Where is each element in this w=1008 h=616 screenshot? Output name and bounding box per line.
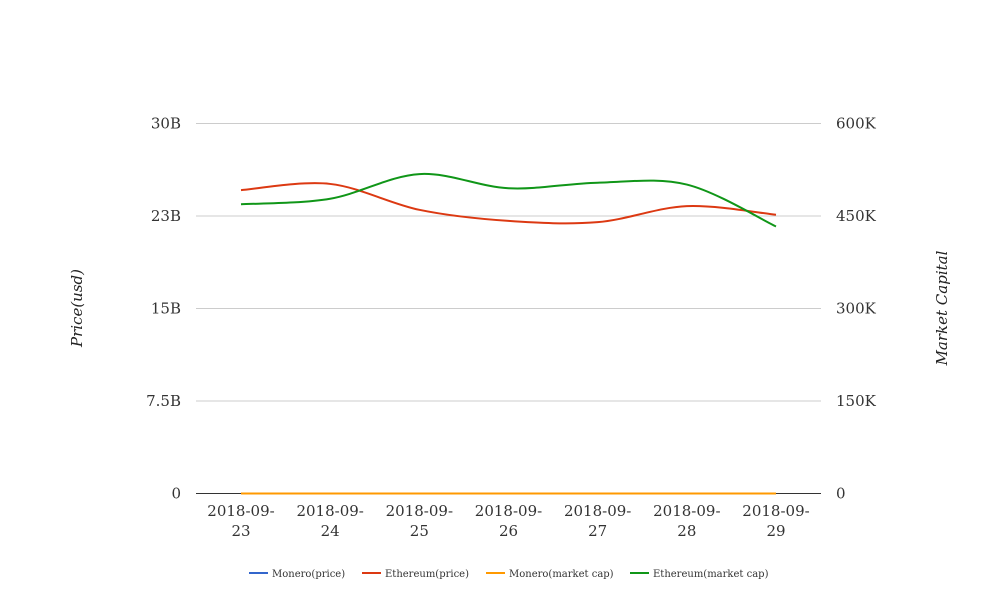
left-tick-label: 23B	[151, 207, 181, 225]
right-tick-label: 600K	[836, 115, 877, 133]
x-tick-label: 2018-09-29	[742, 502, 809, 540]
x-tick-label: 2018-09-27	[564, 502, 631, 540]
gridlines	[196, 123, 821, 494]
left-axis-ticks: 0 7.5B 15B 23B 30B	[146, 115, 181, 503]
left-tick-label: 30B	[151, 115, 181, 133]
ethereum-price-line	[240, 182, 777, 225]
right-axis-ticks: 0 150K 300K 450K 600K	[836, 115, 877, 503]
right-tick-label: 0	[836, 485, 846, 503]
legend: Monero(price) Ethereum(price) Monero(marke…	[249, 569, 769, 580]
monero-market-cap-legend-label: Monero(market cap)	[509, 569, 614, 580]
x-tick-label: 2018-09-23	[207, 502, 274, 540]
x-tick-label: 2018-09-25	[386, 502, 453, 540]
monero-price-legend-label: Monero(price)	[272, 569, 345, 580]
ethereum-market-cap-line	[240, 173, 777, 228]
ethereum-price-legend-label: Ethereum(price)	[385, 569, 469, 580]
right-tick-label: 300K	[836, 300, 877, 318]
ethereum-market-cap-legend-label: Ethereum(market cap)	[653, 569, 769, 580]
x-axis-ticks: 2018-09-23 2018-09-24 2018-09-25 2018-09-26…	[207, 502, 809, 540]
right-tick-label: 150K	[836, 392, 877, 410]
right-tick-label: 450K	[836, 207, 877, 225]
left-tick-label: 7.5B	[146, 392, 181, 410]
right-axis-title: Market Capital	[933, 250, 951, 366]
x-tick-label: 2018-09-26	[475, 502, 542, 540]
left-tick-label: 0	[171, 485, 181, 503]
series-lines	[240, 173, 777, 495]
x-tick-label: 2018-09-24	[296, 502, 363, 540]
left-tick-label: 15B	[151, 300, 181, 318]
x-tick-label: 2018-09-28	[653, 502, 720, 540]
left-axis-title: Price(usd)	[68, 269, 86, 348]
